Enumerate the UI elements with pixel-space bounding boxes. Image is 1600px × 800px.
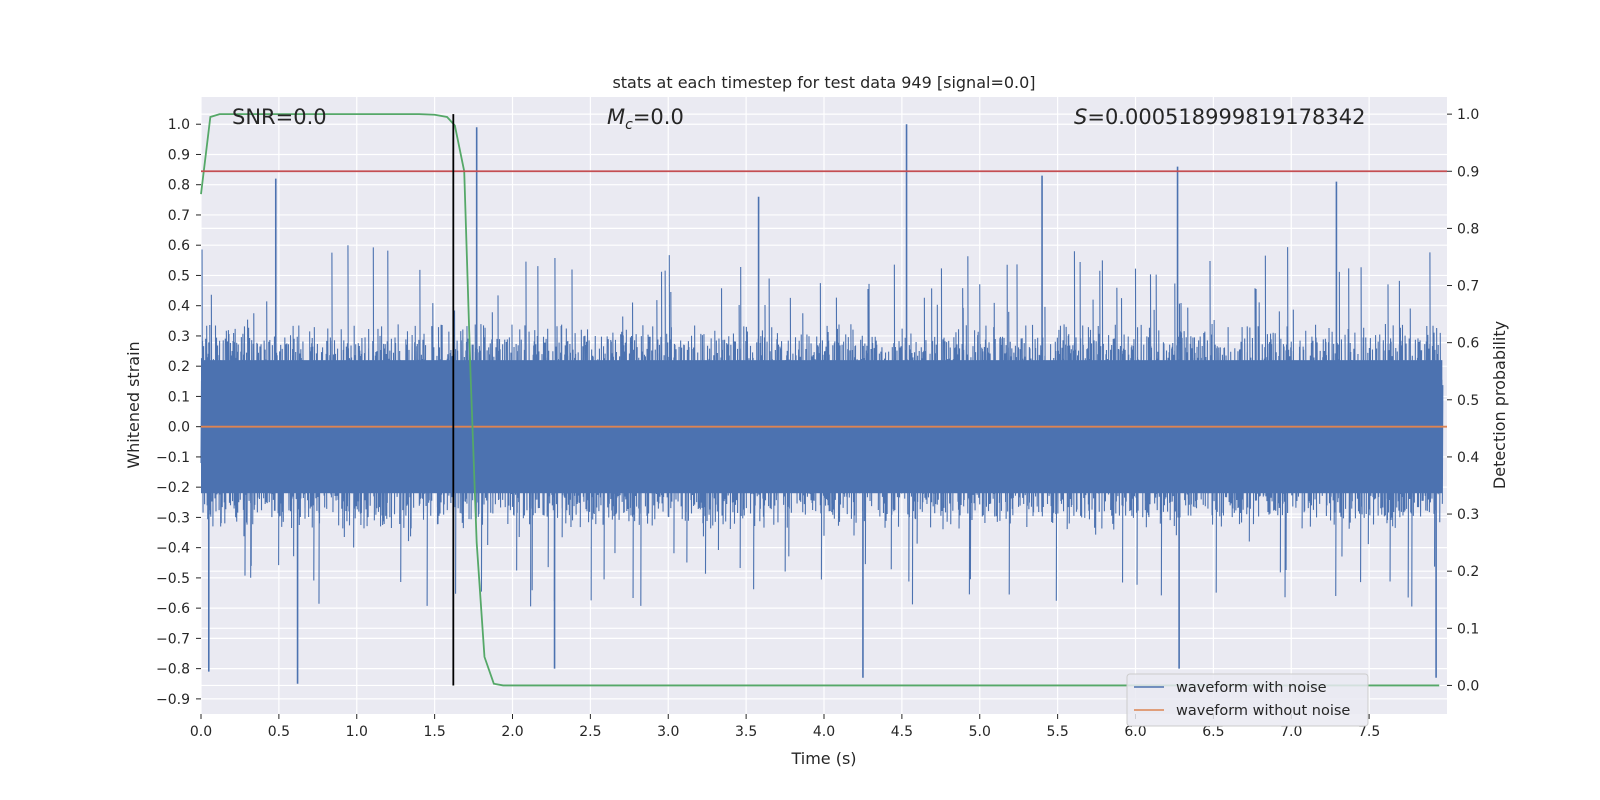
legend: waveform with noise waveform without noi… <box>1126 673 1369 727</box>
y-axis-label-left: Whitened strain <box>124 341 143 468</box>
x-tick-label: 5.0 <box>969 724 991 740</box>
x-tick-label: 1.0 <box>346 724 368 740</box>
y-left-tick-label: −0.2 <box>156 480 190 496</box>
mc-symbol: M <box>607 105 625 129</box>
y-left-tick-label: 0.8 <box>168 178 190 194</box>
y-left-tick-label: 1.0 <box>168 117 190 133</box>
mc-subscript: c <box>625 117 633 133</box>
x-tick-label: 6.5 <box>1202 724 1224 740</box>
x-tick-label: 5.5 <box>1046 724 1068 740</box>
y-right-tick-label: 0.0 <box>1457 678 1479 694</box>
chart-title: stats at each timestep for test data 949… <box>612 73 1035 92</box>
x-tick-label: 4.0 <box>813 724 835 740</box>
tick-labels: 0.0 0.5 1.0 1.5 2.0 2.5 3.0 3.5 4.0 4.5 5.0 5.5 6.0 6… <box>156 107 1479 740</box>
y-left-tick-label: 0.9 <box>168 147 190 163</box>
x-tick-label: 3.0 <box>657 724 679 740</box>
y-left-tick-label: 0.5 <box>168 268 190 284</box>
legend-label-clean: waveform without noise <box>1176 703 1350 719</box>
y-right-tick-label: 0.9 <box>1457 164 1479 180</box>
x-tick-label: 2.5 <box>579 724 601 740</box>
y-left-tick-label: 0.4 <box>168 299 190 315</box>
y-left-tick-label: −0.5 <box>156 571 190 587</box>
y-left-tick-label: 0.7 <box>168 208 190 224</box>
x-tick-label: 2.0 <box>501 724 523 740</box>
y-axis-label-right: Detection probability <box>1490 321 1509 489</box>
s-symbol: S <box>1074 105 1087 129</box>
y-left-tick-label: −0.3 <box>156 510 190 526</box>
y-left-tick-label: 0.1 <box>168 389 190 405</box>
x-tick-label: 0.5 <box>268 724 290 740</box>
x-tick-label: 7.0 <box>1280 724 1302 740</box>
legend-label-noise: waveform with noise <box>1176 680 1327 696</box>
x-axis-label: Time (s) <box>790 749 856 768</box>
y-right-tick-label: 0.1 <box>1457 621 1479 637</box>
y-right-tick-label: 0.3 <box>1457 507 1479 523</box>
legend-box <box>1126 673 1369 727</box>
y-right-tick-label: 0.4 <box>1457 450 1479 466</box>
y-right-tick-label: 0.8 <box>1457 221 1479 237</box>
x-tick-label: 1.5 <box>423 724 445 740</box>
y-right-tick-label: 0.5 <box>1457 393 1479 409</box>
y-left-tick-label: −0.7 <box>156 631 190 647</box>
y-left-tick-label: −0.4 <box>156 541 190 557</box>
s-value: =0.000518999819178342 <box>1087 105 1365 129</box>
y-left-tick-label: 0.3 <box>168 329 190 345</box>
y-left-tick-label: −0.6 <box>156 601 190 617</box>
snr-annotation: SNR=0.0 <box>232 105 327 129</box>
y-left-tick-label: −0.9 <box>156 692 190 708</box>
y-left-tick-label: 0.0 <box>168 420 190 436</box>
y-left-tick-label: 0.2 <box>168 359 190 375</box>
mc-annotation: Mc=0.0 <box>607 105 684 133</box>
x-tick-label: 7.5 <box>1358 724 1380 740</box>
s-annotation: S=0.000518999819178342 <box>1074 105 1365 129</box>
x-tick-label: 6.0 <box>1124 724 1146 740</box>
mc-value: =0.0 <box>633 105 684 129</box>
y-left-tick-label: 0.6 <box>168 238 190 254</box>
x-tick-label: 3.5 <box>735 724 757 740</box>
y-right-tick-label: 0.2 <box>1457 564 1479 580</box>
y-left-tick-label: −0.8 <box>156 662 190 678</box>
y-right-tick-label: 0.6 <box>1457 336 1479 352</box>
y-right-tick-label: 1.0 <box>1457 107 1479 123</box>
y-left-tick-label: −0.1 <box>156 450 190 466</box>
line-series <box>200 113 1447 687</box>
x-tick-label: 0.0 <box>190 724 212 740</box>
x-tick-label: 4.5 <box>891 724 913 740</box>
y-right-tick-label: 0.7 <box>1457 279 1479 295</box>
detection-probability-line <box>200 113 1440 687</box>
